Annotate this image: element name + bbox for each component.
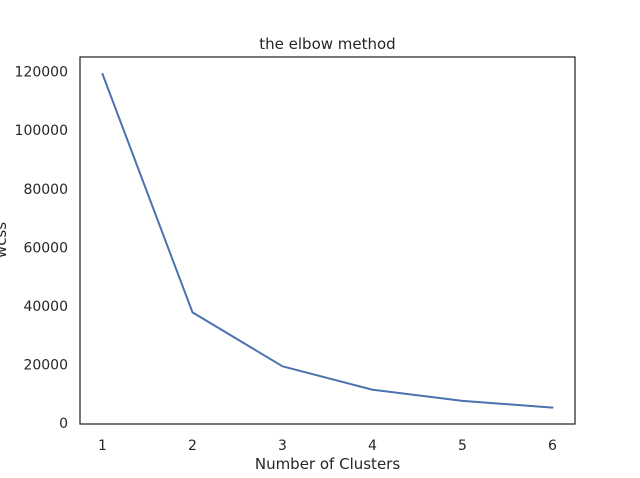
x-tick-label: 4 <box>368 438 377 454</box>
y-tick-label: 80000 <box>23 182 68 198</box>
x-tick-label: 1 <box>98 438 107 454</box>
x-tick-label: 6 <box>548 438 557 454</box>
series-line <box>101 72 554 409</box>
y-tick-label: 20000 <box>23 358 68 374</box>
x-tick-labels: 1 2 3 4 5 6 <box>98 438 557 454</box>
chart-title: the elbow method <box>259 35 395 53</box>
series-lines <box>101 72 554 409</box>
x-tick-label: 3 <box>278 438 287 454</box>
y-tick-label: 100000 <box>15 123 68 139</box>
y-tick-label: 40000 <box>23 299 68 315</box>
x-axis-label: Number of Clusters <box>255 455 400 473</box>
x-tick-label: 5 <box>458 438 467 454</box>
y-axis-label: wcss <box>0 222 10 258</box>
y-tick-labels: 0 20000 40000 60000 80000 100000 120000 <box>15 65 68 432</box>
x-tick-label: 2 <box>188 438 197 454</box>
y-tick-label: 120000 <box>15 65 68 81</box>
y-tick-label: 60000 <box>23 240 68 256</box>
plot-frame <box>79 56 576 425</box>
y-tick-label: 0 <box>59 416 68 432</box>
